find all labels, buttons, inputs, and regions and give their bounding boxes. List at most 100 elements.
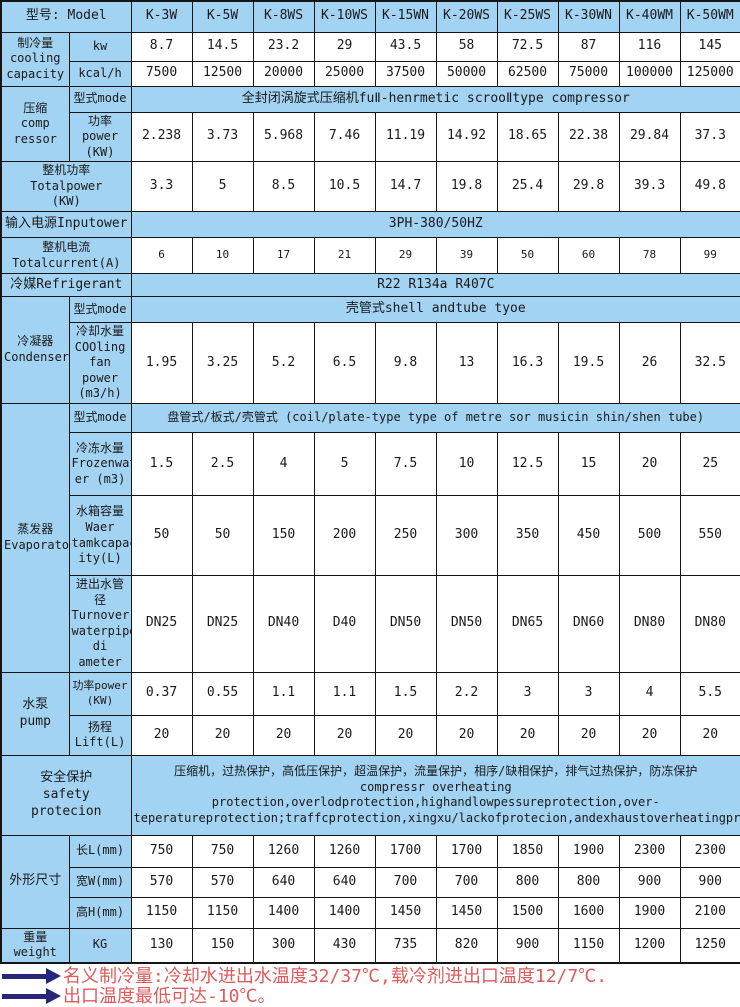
row-label-total-current: 整机电流 Totalcurrent(A) <box>0 237 132 275</box>
spec-value-cell: 1600 <box>557 896 620 929</box>
model-header-cell: K-20WS <box>435 0 498 33</box>
row-pump-lift: 扬程 Lift(L) 20 20 20 20 20 20 20 20 20 20 <box>1 714 740 756</box>
spec-value-cell: 39.3 <box>618 161 681 213</box>
spec-value-cell: 20 <box>313 714 376 756</box>
spec-value-cell: DN50 <box>435 575 498 673</box>
note-line: 名义制冷量:冷却水进出水温度32/37℃,载冷剂进出口温度12/7℃. <box>2 966 740 987</box>
spec-value-cell: 10.5 <box>313 161 376 213</box>
spec-value-cell: 570 <box>130 866 193 898</box>
row-label-lift: 扬程 Lift(L) <box>68 714 132 756</box>
row-total-power: 整机功率 Totalpower (KW) 3.3 5 8.5 10.5 14.7 19.8 2… <box>0 161 740 213</box>
spec-value-cell: 1150 <box>191 896 254 929</box>
right-arrow-icon <box>2 968 61 985</box>
spec-value-cell: 6 <box>130 237 193 275</box>
row-cooling-kcal: kcal/h 7500 12500 20000 25000 37500 50000 62500… <box>1 60 740 87</box>
spec-value-cell: 17 <box>252 237 315 275</box>
evaporator-type-value: 盘管式/板式/壳管式 (coil/plate-type type of metr… <box>130 403 740 434</box>
row-pump-power: 水泵 pump 功率power (KW) 0.37 0.55 1.1 1.1 1.5 2.2 3… <box>0 671 740 756</box>
spec-value-cell: 26 <box>618 322 681 405</box>
row-label-length: 长L(mm) <box>68 834 132 868</box>
spec-value-cell: 20 <box>618 432 681 497</box>
spec-value-cell: 21 <box>313 237 376 275</box>
spec-value-cell: 1150 <box>130 896 193 929</box>
row-label-type: 型式mode <box>68 296 132 324</box>
footnotes: 名义制冷量:冷却水进出水温度32/37℃,载冷剂进出口温度12/7℃. 出口温度… <box>0 966 740 1007</box>
row-cooling-kw: 制冷量 cooling capacity kw 8.7 14.5 23.2 29 43.5 5… <box>0 31 740 87</box>
spec-value-cell: 9.8 <box>374 322 437 405</box>
spec-value-cell: 116 <box>618 31 681 62</box>
spec-value-cell: 1.1 <box>313 671 376 716</box>
spec-value-cell: 820 <box>435 927 498 964</box>
spec-value-cell: 39 <box>435 237 498 275</box>
spec-value-cell: 6.5 <box>313 322 376 405</box>
spec-value-cell: 1200 <box>618 927 681 964</box>
spec-value-cell: 22.38 <box>557 111 620 163</box>
row-input-power: 输入电源Inputower 3PH-380/50HZ <box>0 211 740 239</box>
row-label-total-power: 整机功率 Totalpower (KW) <box>0 161 132 213</box>
spec-value-cell: 29 <box>374 237 437 275</box>
row-compressor-type: 压缩 comp ressor 型式mode 全封闭涡旋式压缩机fuⅡ-henrmet… <box>0 85 740 163</box>
model-header-cell: K-10WS <box>313 0 376 33</box>
row-label-weight: 重量 weight <box>0 927 70 964</box>
spec-value-cell: 29.8 <box>557 161 620 213</box>
spec-value-cell: 43.5 <box>374 31 437 62</box>
spec-value-cell: DN25 <box>130 575 193 673</box>
spec-value-cell: 570 <box>191 866 254 898</box>
spec-value-cell: 50000 <box>435 60 498 87</box>
spec-value-cell: 50 <box>191 495 254 577</box>
spec-value-cell: 1.1 <box>252 671 315 716</box>
model-header-cell: K-30WN <box>557 0 620 33</box>
spec-value-cell: 800 <box>557 866 620 898</box>
row-evaporator-type: 蒸发器 Evaporator型式mode盘管式/板式/壳管式 (coil/pla… <box>0 403 740 673</box>
spec-value-cell: 2.5 <box>191 432 254 497</box>
spec-value-cell: 2.238 <box>130 111 193 163</box>
row-label-type: 型式mode <box>68 85 132 113</box>
row-condenser-type: 冷凝器 Condenser 型式mode 壳管式shell andtube tyoe <box>0 296 740 405</box>
note-text: 出口温度最低可达-10℃。 <box>63 985 276 1007</box>
spec-value-cell: 72.5 <box>496 31 559 62</box>
spec-value-cell: 11.19 <box>374 111 437 163</box>
group-label-evaporator: 蒸发器 Evaporator <box>0 403 70 673</box>
row-label-kw: kw <box>68 31 132 62</box>
spec-value-cell: 4 <box>618 671 681 716</box>
group-label-compressor: 压缩 comp ressor <box>0 85 70 163</box>
spec-value-cell: 49.8 <box>679 161 740 213</box>
group-label-cooling-capacity: 制冷量 cooling capacity <box>0 31 70 87</box>
spec-value-cell: 25000 <box>313 60 376 87</box>
spec-value-cell: 99 <box>679 237 740 275</box>
row-refrigerant: 冷媒Refrigerant R22 R134a R407C <box>0 273 740 298</box>
row-cooling-water: 冷却水量 COOling fan power (m3/h) 1.95 3.25 5.2… <box>1 322 740 405</box>
spec-value-cell: 1250 <box>679 927 740 964</box>
spec-value-cell: 0.37 <box>130 671 193 716</box>
row-label-width: 宽W(mm) <box>68 866 132 898</box>
spec-value-cell: 37.3 <box>679 111 740 163</box>
row-total-current: 整机电流 Totalcurrent(A) 6 10 17 21 29 39 50 60 78 99 <box>0 237 740 275</box>
spec-value-cell: 700 <box>374 866 437 898</box>
spec-value-cell: 5 <box>191 161 254 213</box>
spec-value-cell: 19.8 <box>435 161 498 213</box>
spec-value-cell: 50 <box>130 495 193 577</box>
row-height: 高H(mm) 1150 1150 1400 1400 1450 1450 1500 1600 19… <box>1 896 740 929</box>
note-line: 出口温度最低可达-10℃。 <box>2 985 740 1007</box>
spec-value-cell: 20 <box>374 714 437 756</box>
spec-value-cell: 640 <box>252 866 315 898</box>
spec-value-cell: 700 <box>435 866 498 898</box>
spec-value-cell: 75000 <box>557 60 620 87</box>
spec-value-cell: 300 <box>435 495 498 577</box>
spec-value-cell: 1900 <box>557 834 620 868</box>
spec-value-cell: 430 <box>313 927 376 964</box>
compressor-type-value: 全封闭涡旋式压缩机fuⅡ-henrmetic scrooⅡtype compre… <box>130 85 740 113</box>
spec-value-cell: 1450 <box>435 896 498 929</box>
spec-value-cell: 5.5 <box>679 671 740 716</box>
spec-value-cell: 29.84 <box>618 111 681 163</box>
spec-value-cell: 1700 <box>374 834 437 868</box>
spec-value-cell: DN40 <box>252 575 315 673</box>
row-label-frozen-water: 冷冻水量 Frozenwat er (m3) <box>68 432 132 497</box>
spec-value-cell: 1260 <box>313 834 376 868</box>
spec-value-cell: 100000 <box>618 60 681 87</box>
spec-value-cell: 735 <box>374 927 437 964</box>
spec-value-cell: 1700 <box>435 834 498 868</box>
spec-value-cell: 750 <box>191 834 254 868</box>
spec-value-cell: 300 <box>252 927 315 964</box>
spec-value-cell: 23.2 <box>252 31 315 62</box>
